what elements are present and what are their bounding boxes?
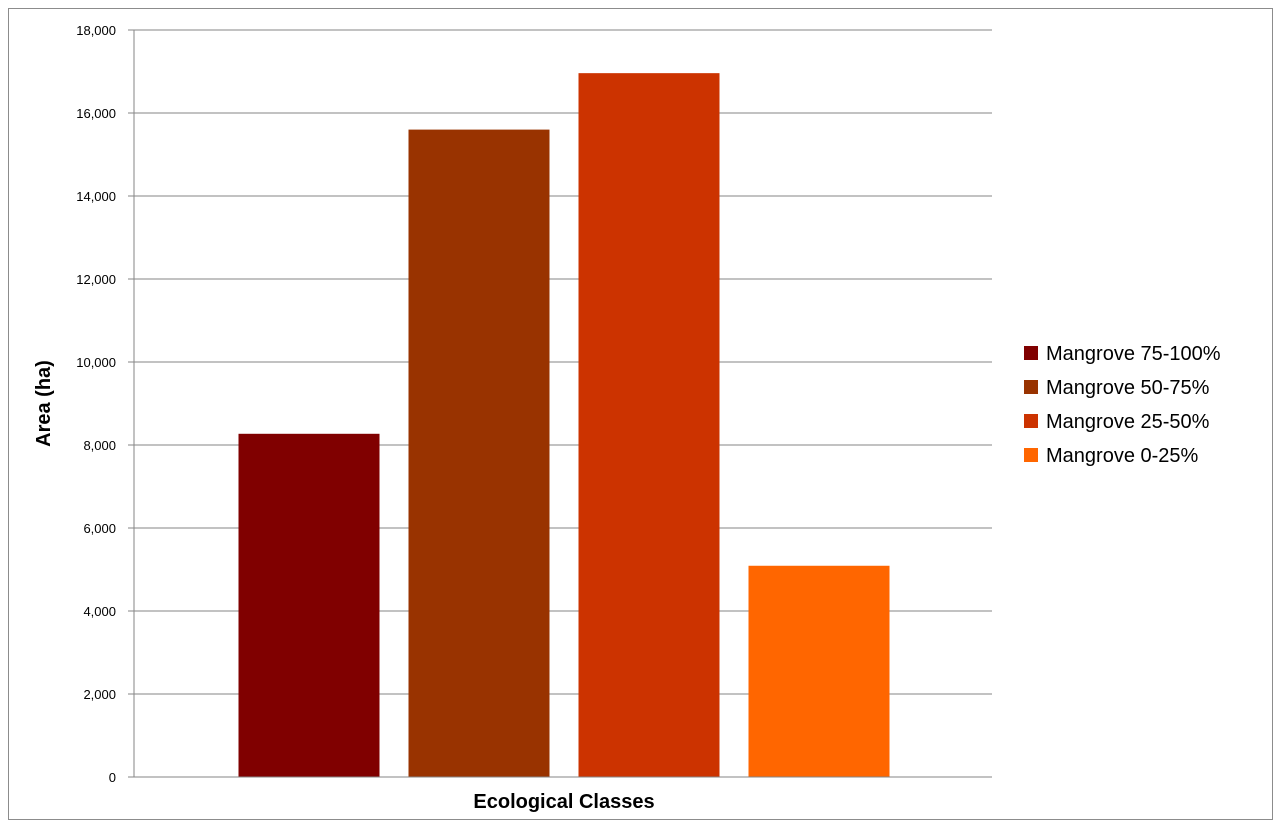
y-tick-label: 2,000 <box>83 687 116 702</box>
bar-mangrove-25-50- <box>578 73 720 777</box>
legend-swatch <box>1024 448 1038 462</box>
legend: Mangrove 75-100% Mangrove 50-75% Mangrove … <box>1024 343 1221 467</box>
y-tick-label: 10,000 <box>76 355 116 370</box>
y-tick-label: 14,000 <box>76 189 116 204</box>
bars <box>238 73 890 778</box>
legend-swatch <box>1024 380 1038 394</box>
y-tick-label: 0 <box>109 770 116 785</box>
bar-mangrove-0-25- <box>748 565 890 777</box>
y-tick-label: 18,000 <box>76 23 116 38</box>
x-axis-title: Ecological Classes <box>473 791 654 813</box>
legend-label: Mangrove 75-100% <box>1046 343 1221 365</box>
bar-mangrove-75-100- <box>238 433 380 777</box>
y-axis-title: Area (ha) <box>33 360 55 447</box>
legend-label: Mangrove 25-50% <box>1046 411 1210 433</box>
legend-label: Mangrove 50-75% <box>1046 377 1210 399</box>
y-tick-label: 8,000 <box>83 438 116 453</box>
bar-mangrove-50-75- <box>408 129 550 778</box>
y-axis-ticks: 0 2,000 4,000 6,000 8,000 10,000 12,000 14,000 1… <box>76 23 134 785</box>
y-tick-label: 6,000 <box>83 521 116 536</box>
y-tick-label: 12,000 <box>76 272 116 287</box>
y-tick-label: 16,000 <box>76 106 116 121</box>
legend-swatch <box>1024 414 1038 428</box>
legend-swatch <box>1024 346 1038 360</box>
legend-label: Mangrove 0-25% <box>1046 445 1199 467</box>
y-tick-label: 4,000 <box>83 604 116 619</box>
